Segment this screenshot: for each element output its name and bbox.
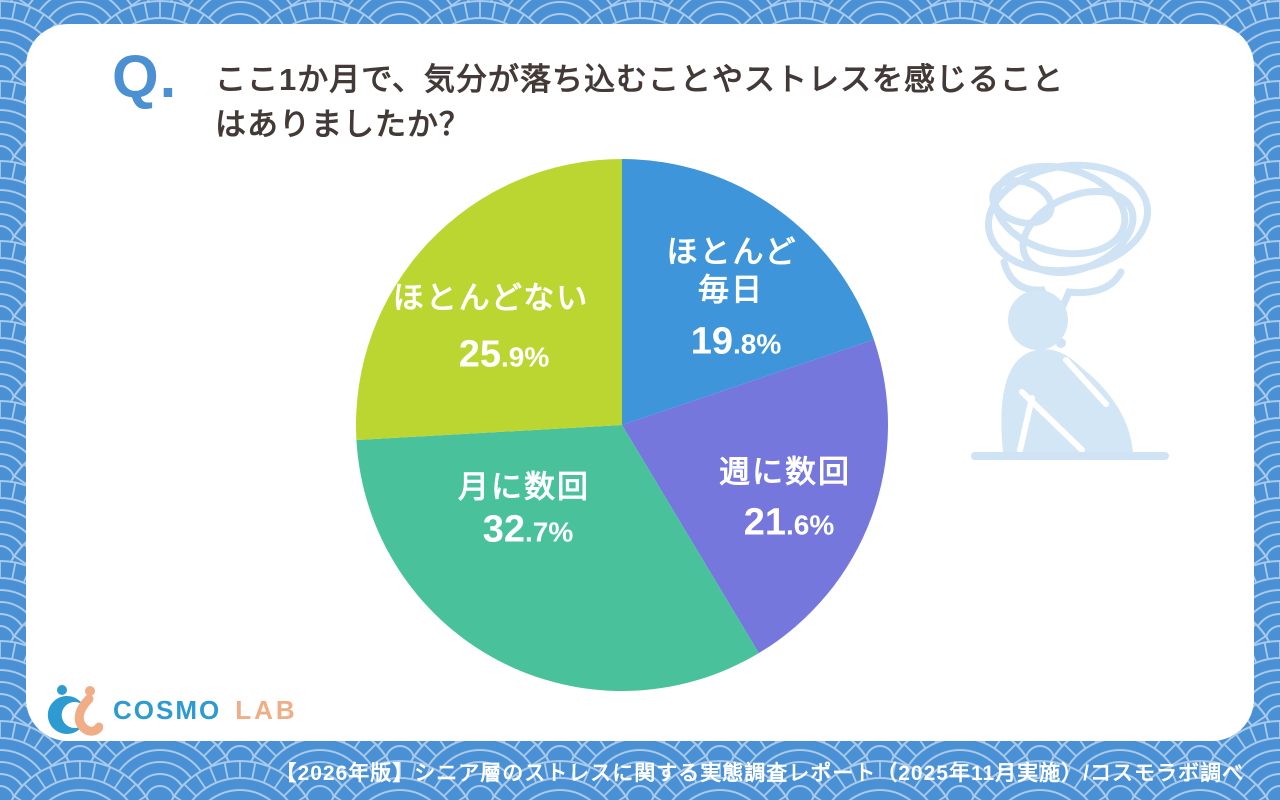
pie-slice-label-0: 毎日 [698,272,764,308]
footer-caption: 【2026年版】シニア層のストレスに関する実態調査レポート（2025年11月実施… [275,762,1244,785]
pie-slice-percent-0: 19.8% [690,320,782,363]
pie-slice-3 [356,159,622,441]
pie-slice-2 [356,425,759,691]
question-line-1: ここ1か月で、気分が落ち込むことやストレスを感じること [215,62,1064,97]
person-limb-lines [1017,357,1109,453]
question-title: ここ1か月で、気分が落ち込むことやストレスを感じること はありましたか？ [215,57,1064,147]
stressed-person-illustration [971,161,1169,460]
question-mark: Q. [112,43,178,110]
logo-text-cosmo: COSMO [113,694,222,725]
tangled-thought-scribble [984,161,1152,331]
logo-text-lab: LAB [235,694,298,725]
pie-slice-label-1: 週に数回 [719,454,851,490]
cosmo-lab-logo: COSMO LAB [45,683,298,737]
cosmo-lab-logo-mark [47,685,103,736]
question-line-2: はありましたか？ [215,107,471,142]
pie-slice-percent-2: 32.7% [482,508,574,551]
pie-chart: ほとんど 毎日 19.8% 週に数回 21.6% 月に数回 32.7% ほとんどない 25.9% [356,159,888,691]
pie-slice-label-2: 月に数回 [458,469,590,505]
person-silhouette [1001,290,1133,452]
pie-slice-1 [622,339,888,654]
pie-slice-0 [622,159,874,425]
pie-labels-overlay: ほとんど 毎日 19.8% 週に数回 21.6% 月に数回 32.7% ほとんどない 25.9% [356,159,888,691]
pie-slice-label-0: ほとんど [666,234,798,270]
pie-slice-percent-3: 25.9% [458,333,550,376]
pie-slice-label-3: ほとんどない [392,280,590,316]
pie-slice-percent-1: 21.6% [743,501,835,544]
